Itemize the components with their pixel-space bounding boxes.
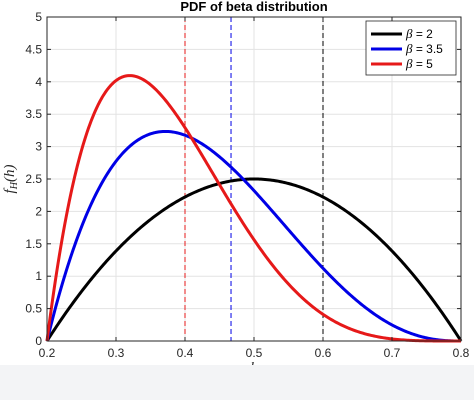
x-tick-labels: 0.2 0.3 0.4 0.5 0.6 0.7 0.8	[39, 346, 470, 360]
beta-pdf-chart: PDF of beta distribution 0.2 0.3 0.4 0.5 0.6…	[2, 0, 470, 365]
x-tick-label-5: 0.7	[384, 346, 401, 360]
y-axis-label-arg: (h)	[2, 165, 18, 183]
y-tick-label-7: 3.5	[25, 107, 42, 121]
legend-entry-0: β = 2	[405, 26, 433, 41]
y-tick-label-6: 3	[35, 140, 42, 154]
x-tick-label-3: 0.5	[246, 346, 263, 360]
legend: β = 2β = 3.5β = 5	[365, 20, 457, 76]
legend-entry-1: β = 3.5	[405, 41, 443, 56]
x-tick-label-4: 0.6	[315, 346, 332, 360]
y-tick-labels: 0 0.5 1 1.5 2 2.5 3 3.5 4 4.5 5	[25, 10, 42, 348]
x-tick-label-6: 0.8	[453, 346, 470, 360]
y-axis-label-main: f	[2, 187, 18, 193]
y-tick-label-5: 2.5	[25, 172, 42, 186]
y-tick-label-0: 0	[35, 334, 42, 348]
y-tick-label-1: 0.5	[25, 302, 42, 316]
bottom-strip	[0, 365, 474, 400]
x-tick-label-1: 0.3	[108, 346, 125, 360]
y-axis-label: fH(h)	[2, 165, 20, 194]
y-tick-label-4: 2	[35, 204, 42, 218]
y-tick-label-8: 4	[35, 75, 42, 89]
y-tick-label-3: 1.5	[25, 237, 42, 251]
axis-ticks	[46, 16, 462, 342]
legend-entry-2: β = 5	[405, 56, 433, 71]
x-axis-label: h	[250, 360, 258, 365]
svg-text:fH(h): fH(h)	[2, 165, 20, 194]
series-line-1	[45, 129, 462, 343]
y-tick-label-2: 1	[35, 269, 42, 283]
y-tick-label-10: 5	[35, 10, 42, 24]
x-tick-label-2: 0.4	[177, 346, 194, 360]
y-tick-label-9: 4.5	[25, 42, 42, 56]
chart-title: PDF of beta distribution	[180, 0, 327, 14]
mode-marker-lines	[184, 17, 324, 341]
x-tick-label-0: 0.2	[39, 346, 56, 360]
y-axis-label-sub: H	[9, 181, 20, 190]
series-line-0	[45, 177, 463, 342]
